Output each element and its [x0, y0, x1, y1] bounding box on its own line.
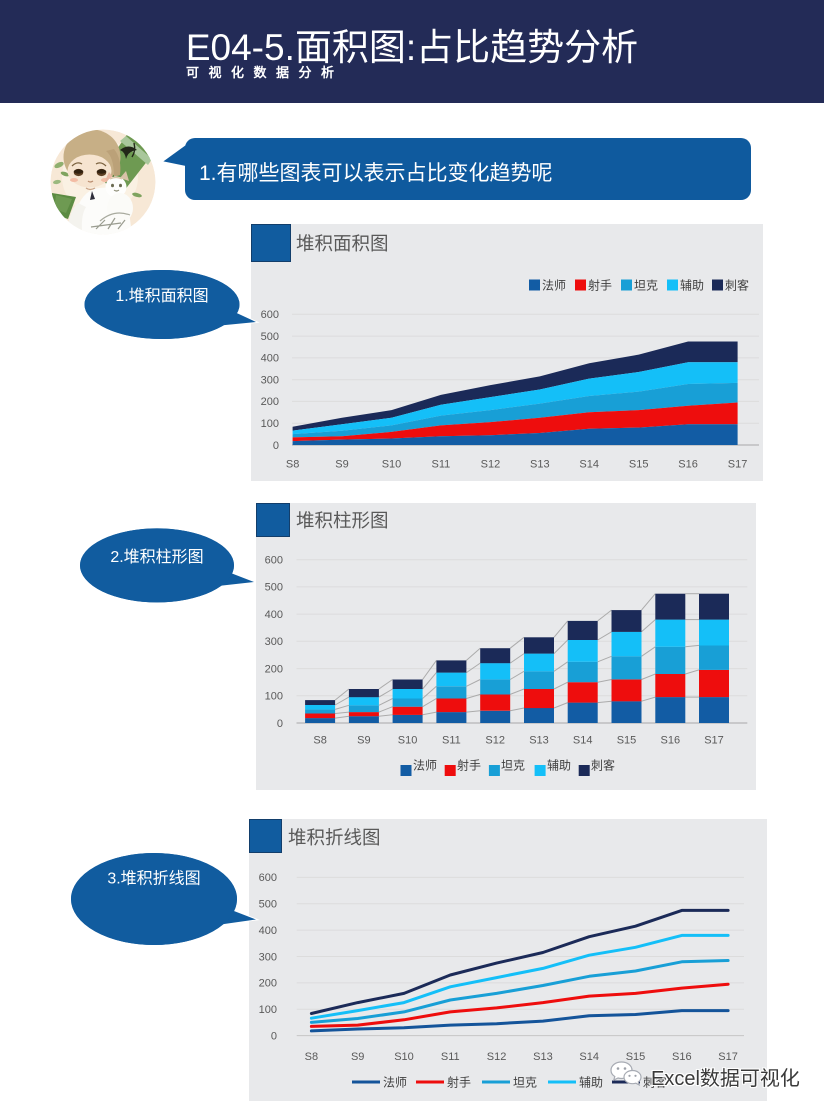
svg-text:S16: S16: [678, 459, 698, 471]
svg-text:300: 300: [261, 375, 279, 387]
svg-text:100: 100: [261, 418, 279, 430]
svg-text:S11: S11: [442, 735, 461, 747]
svg-text:S17: S17: [718, 1051, 738, 1063]
svg-text:S13: S13: [529, 735, 549, 747]
svg-text:S12: S12: [485, 735, 505, 747]
svg-text:S14: S14: [579, 1051, 599, 1063]
svg-text:坦克: 坦克: [513, 1076, 537, 1090]
svg-text:S15: S15: [617, 735, 637, 747]
svg-text:刺客: 刺客: [643, 1075, 667, 1090]
svg-text:600: 600: [259, 872, 277, 884]
svg-text:辅助: 辅助: [680, 279, 704, 293]
svg-text:S14: S14: [579, 459, 599, 471]
svg-text:S8: S8: [286, 459, 299, 471]
svg-text:100: 100: [259, 1004, 277, 1016]
svg-text:S10: S10: [382, 459, 402, 471]
svg-text:射手: 射手: [457, 758, 481, 773]
svg-text:300: 300: [259, 951, 277, 963]
svg-text:S8: S8: [313, 735, 326, 747]
svg-text:S14: S14: [573, 735, 593, 747]
svg-text:坦克: 坦克: [501, 759, 525, 773]
svg-text:3.堆积折线图: 3.堆积折线图: [107, 870, 200, 888]
svg-text:500: 500: [259, 899, 277, 911]
svg-text:S16: S16: [661, 735, 681, 747]
svg-text:射手: 射手: [447, 1075, 471, 1090]
svg-text:600: 600: [261, 309, 279, 321]
svg-text:400: 400: [259, 925, 277, 937]
svg-text:法师: 法师: [413, 759, 437, 773]
svg-text:200: 200: [265, 663, 283, 675]
svg-text:600: 600: [265, 555, 283, 567]
svg-text:射手: 射手: [588, 278, 612, 293]
svg-text:300: 300: [265, 636, 283, 648]
svg-text:S12: S12: [487, 1051, 507, 1063]
svg-text:S11: S11: [432, 459, 451, 471]
svg-text:刺客: 刺客: [591, 758, 615, 773]
svg-text:S17: S17: [728, 459, 748, 471]
svg-text:S9: S9: [351, 1051, 364, 1063]
svg-text:S11: S11: [441, 1051, 460, 1063]
svg-text:100: 100: [265, 691, 283, 703]
svg-text:S10: S10: [394, 1051, 414, 1063]
svg-text:S10: S10: [398, 735, 418, 747]
svg-text:S12: S12: [481, 459, 501, 471]
svg-text:400: 400: [261, 353, 279, 365]
svg-text:坦克: 坦克: [634, 279, 658, 293]
svg-text:1.堆积面积图: 1.堆积面积图: [115, 287, 208, 305]
svg-text:500: 500: [261, 331, 279, 343]
svg-text:500: 500: [265, 582, 283, 594]
svg-text:S9: S9: [357, 735, 370, 747]
svg-text:0: 0: [273, 440, 279, 452]
svg-text:0: 0: [277, 718, 283, 730]
svg-text:辅助: 辅助: [547, 759, 571, 773]
svg-text:S8: S8: [305, 1051, 318, 1063]
svg-text:400: 400: [265, 609, 283, 621]
svg-text:S9: S9: [335, 459, 348, 471]
svg-text:0: 0: [271, 1030, 277, 1042]
svg-text:S17: S17: [704, 735, 724, 747]
svg-text:S15: S15: [626, 1051, 646, 1063]
svg-text:辅助: 辅助: [579, 1076, 603, 1090]
svg-text:200: 200: [261, 396, 279, 408]
svg-text:S13: S13: [533, 1051, 553, 1063]
svg-text:S13: S13: [530, 459, 550, 471]
svg-text:S15: S15: [629, 459, 649, 471]
svg-text:S16: S16: [672, 1051, 692, 1063]
svg-text:刺客: 刺客: [725, 278, 749, 293]
svg-text:200: 200: [259, 978, 277, 990]
svg-text:法师: 法师: [383, 1076, 407, 1090]
svg-text:2.堆积柱形图: 2.堆积柱形图: [110, 548, 203, 566]
svg-text:法师: 法师: [542, 279, 566, 293]
